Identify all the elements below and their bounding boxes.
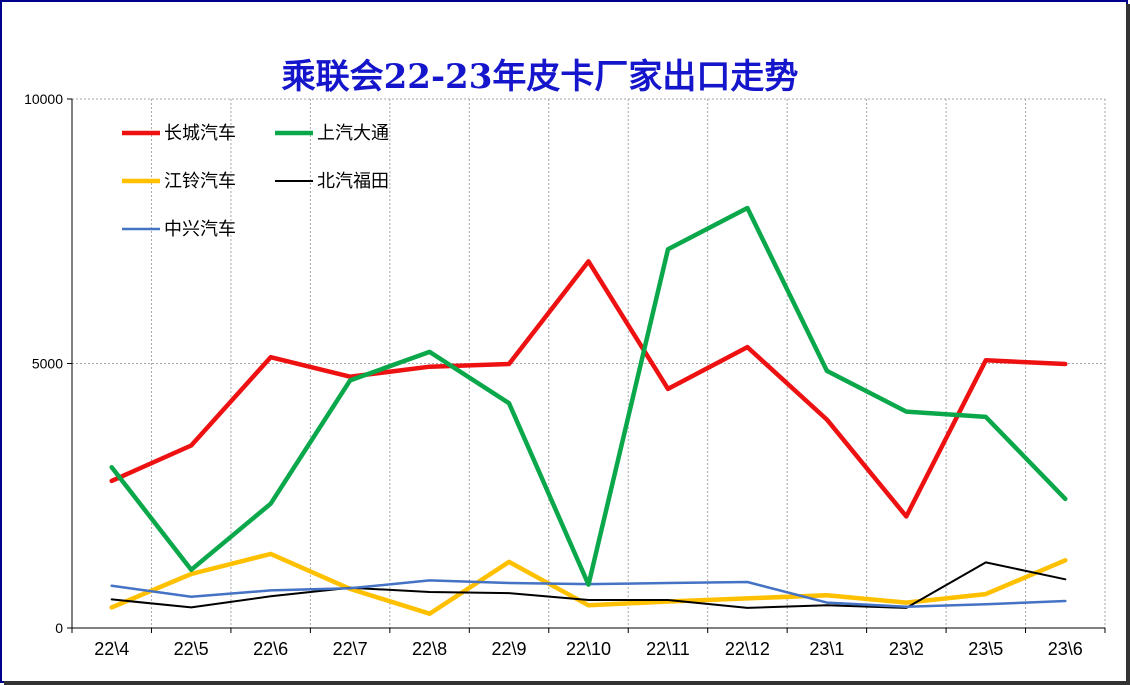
series-line-0 [109,259,1068,519]
x-tick-label: 23\6 [1048,639,1083,659]
grid [72,98,1106,628]
series-line-2 [109,551,1068,616]
x-tick-label: 23\1 [809,639,844,659]
series-line-1 [109,205,1068,587]
x-tick-label: 23\5 [968,639,1003,659]
axes: 0 5000 10000 22\4 22\5 22\6 22\7 22\8 22\9 22\10 2… [24,91,1106,659]
legend-label: 长城汽车 [164,123,236,144]
legend-item-4: 中兴汽车 [122,219,236,240]
x-tick-label: 23\2 [889,639,924,659]
frame-shadow-right [1126,4,1130,685]
x-tick-label: 22\4 [94,639,129,659]
x-tick-label: 22\9 [492,639,527,659]
legend-label: 上汽大通 [317,123,389,144]
y-tick-label: 5000 [32,356,63,372]
y-tick-label: 10000 [24,91,63,107]
x-tick-label: 22\7 [333,639,368,659]
x-tick-label: 22\12 [725,639,770,659]
x-tick-label: 22\5 [174,639,209,659]
legend-label: 江铃汽车 [164,171,236,192]
y-tick-label: 0 [55,620,63,636]
legend-item-1: 上汽大通 [275,123,389,144]
x-tick-label: 22\6 [253,639,288,659]
x-tick-label: 22\10 [566,639,611,659]
series-group [109,205,1068,616]
x-tick-label: 22\11 [646,639,690,659]
x-tick-label: 22\8 [412,639,447,659]
legend-item-2: 江铃汽车 [122,171,236,192]
legend-item-3: 北汽福田 [275,171,389,192]
chart-title: 乘联会22-23年皮卡厂家出口走势 [282,57,799,97]
legend-item-0: 长城汽车 [122,123,236,144]
legend-label: 北汽福田 [317,171,389,192]
frame-shadow-bottom [4,681,1130,685]
legend-label: 中兴汽车 [164,219,236,240]
